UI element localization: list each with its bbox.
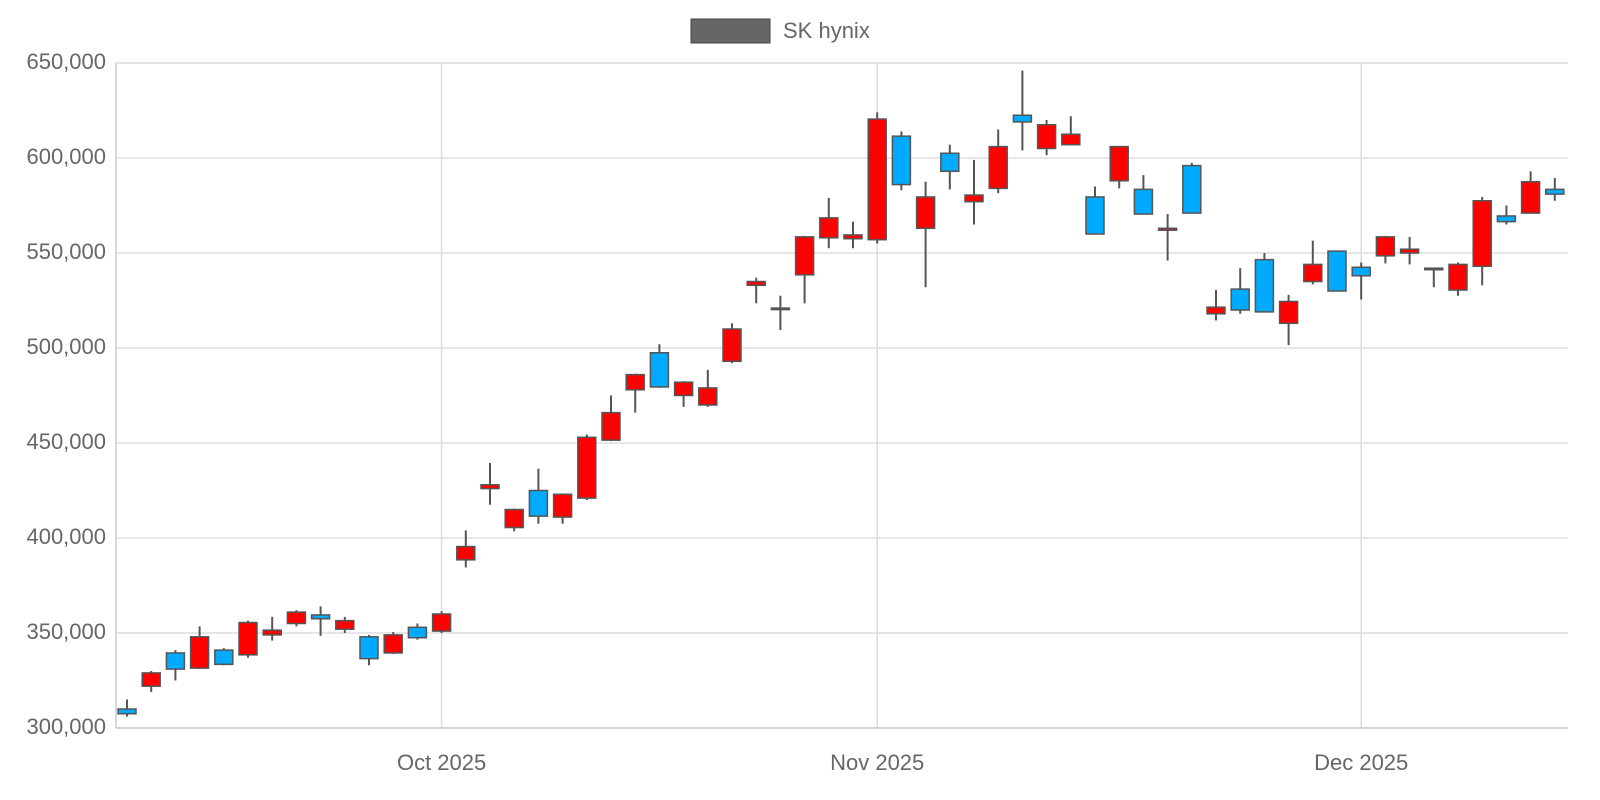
candle-body: [794, 236, 815, 276]
x-tick-label: Oct 2025: [397, 750, 486, 775]
candle-body: [359, 636, 379, 660]
candle-body: [1424, 267, 1444, 271]
y-tick-label: 500,000: [26, 334, 106, 359]
candle-body: [262, 629, 282, 636]
candle-body: [1036, 124, 1057, 150]
candle-body: [310, 614, 331, 620]
candle-body: [1278, 300, 1299, 325]
candle-body: [456, 545, 476, 561]
candle-body: [1085, 196, 1105, 235]
candle-body: [649, 352, 670, 388]
candle-body: [940, 152, 960, 173]
candles: [117, 70, 1565, 717]
candle-body: [117, 708, 137, 715]
candle-body: [504, 508, 524, 529]
candle-body: [698, 387, 718, 406]
candle-body: [1303, 263, 1323, 283]
candle-body: [1399, 248, 1420, 254]
candle-body: [1375, 236, 1396, 257]
y-tick-label: 550,000: [26, 239, 106, 264]
candle-body: [1157, 227, 1178, 231]
candle-body: [988, 145, 1008, 190]
candle-body: [1254, 258, 1275, 313]
candle-body: [165, 652, 186, 670]
candle-body: [891, 135, 912, 186]
candle-body: [1109, 145, 1129, 182]
candle-body: [1133, 188, 1154, 215]
y-tick-label: 400,000: [26, 524, 106, 549]
legend-label: SK hynix: [783, 18, 870, 43]
candle-body: [1061, 133, 1081, 146]
candle-body: [867, 118, 887, 241]
candle-body: [577, 436, 597, 499]
candle-body: [1351, 266, 1371, 277]
candle-body: [819, 217, 839, 239]
candle-body: [480, 484, 500, 490]
candle-body: [1182, 164, 1202, 214]
candle-body: [1496, 215, 1517, 223]
candle-body: [964, 194, 984, 203]
candle-body: [189, 636, 210, 669]
candle-body: [1012, 114, 1033, 123]
candle-body: [1206, 306, 1226, 315]
candle-body: [141, 672, 161, 687]
y-tick-label: 350,000: [26, 619, 106, 644]
candle-body: [286, 611, 307, 625]
candle-body: [238, 621, 258, 656]
candle-body: [528, 489, 549, 517]
y-tick-label: 650,000: [26, 49, 106, 74]
candle-body: [1520, 181, 1541, 214]
candle-body: [552, 493, 573, 518]
candle-body: [915, 196, 936, 230]
candle-body: [722, 328, 742, 363]
y-tick-label: 600,000: [26, 144, 106, 169]
x-tick-label: Nov 2025: [830, 750, 924, 775]
candle-body: [625, 373, 645, 391]
candle-body: [214, 649, 234, 666]
legend-swatch: [690, 18, 771, 44]
candle-body: [601, 411, 621, 441]
candle-body: [335, 619, 355, 630]
candle-body: [1448, 263, 1468, 291]
candle-body: [1230, 288, 1250, 311]
candle-body: [770, 307, 791, 311]
y-tick-label: 450,000: [26, 429, 106, 454]
candle-body: [1472, 200, 1492, 268]
candle-body: [843, 234, 863, 240]
candle-body: [1545, 188, 1565, 195]
candle-body: [1327, 250, 1347, 292]
candle-body: [673, 381, 694, 397]
x-tick-label: Dec 2025: [1314, 750, 1408, 775]
candle-body: [383, 634, 403, 654]
candle-body: [407, 626, 428, 639]
y-tick-label: 300,000: [26, 714, 106, 739]
candle-body: [746, 280, 766, 287]
candle-body: [431, 613, 452, 632]
